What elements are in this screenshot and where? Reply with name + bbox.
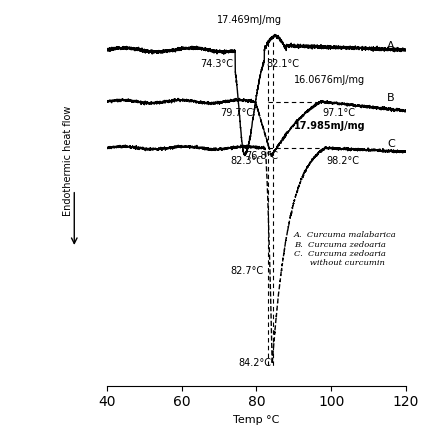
Text: Endothermic heat flow: Endothermic heat flow xyxy=(63,106,73,216)
Text: 76.8°C: 76.8°C xyxy=(246,151,279,161)
Text: 17.985mJ/mg: 17.985mJ/mg xyxy=(294,121,365,131)
Text: 17.469mJ/mg: 17.469mJ/mg xyxy=(217,15,282,25)
Text: 84.2°C: 84.2°C xyxy=(238,358,271,368)
Text: 79.7°C: 79.7°C xyxy=(220,108,253,118)
Text: 16.0676mJ/mg: 16.0676mJ/mg xyxy=(294,75,365,84)
Text: 82.1°C: 82.1°C xyxy=(266,59,299,69)
Text: A.  Curcuma malabarica
B.  Curcuma zedoaria
C.  Curcuma zedoaria
      without c: A. Curcuma malabarica B. Curcuma zedoari… xyxy=(294,231,397,267)
Text: 97.1°C: 97.1°C xyxy=(322,108,355,118)
Text: 82.3°C: 82.3°C xyxy=(230,156,263,165)
Text: C: C xyxy=(387,139,395,149)
Text: 74.3°C: 74.3°C xyxy=(201,59,233,69)
Text: 98.2°C: 98.2°C xyxy=(326,156,359,165)
X-axis label: Temp °C: Temp °C xyxy=(233,415,279,425)
Text: A: A xyxy=(387,41,395,51)
Text: 82.7°C: 82.7°C xyxy=(231,267,264,276)
Text: B: B xyxy=(387,93,395,103)
